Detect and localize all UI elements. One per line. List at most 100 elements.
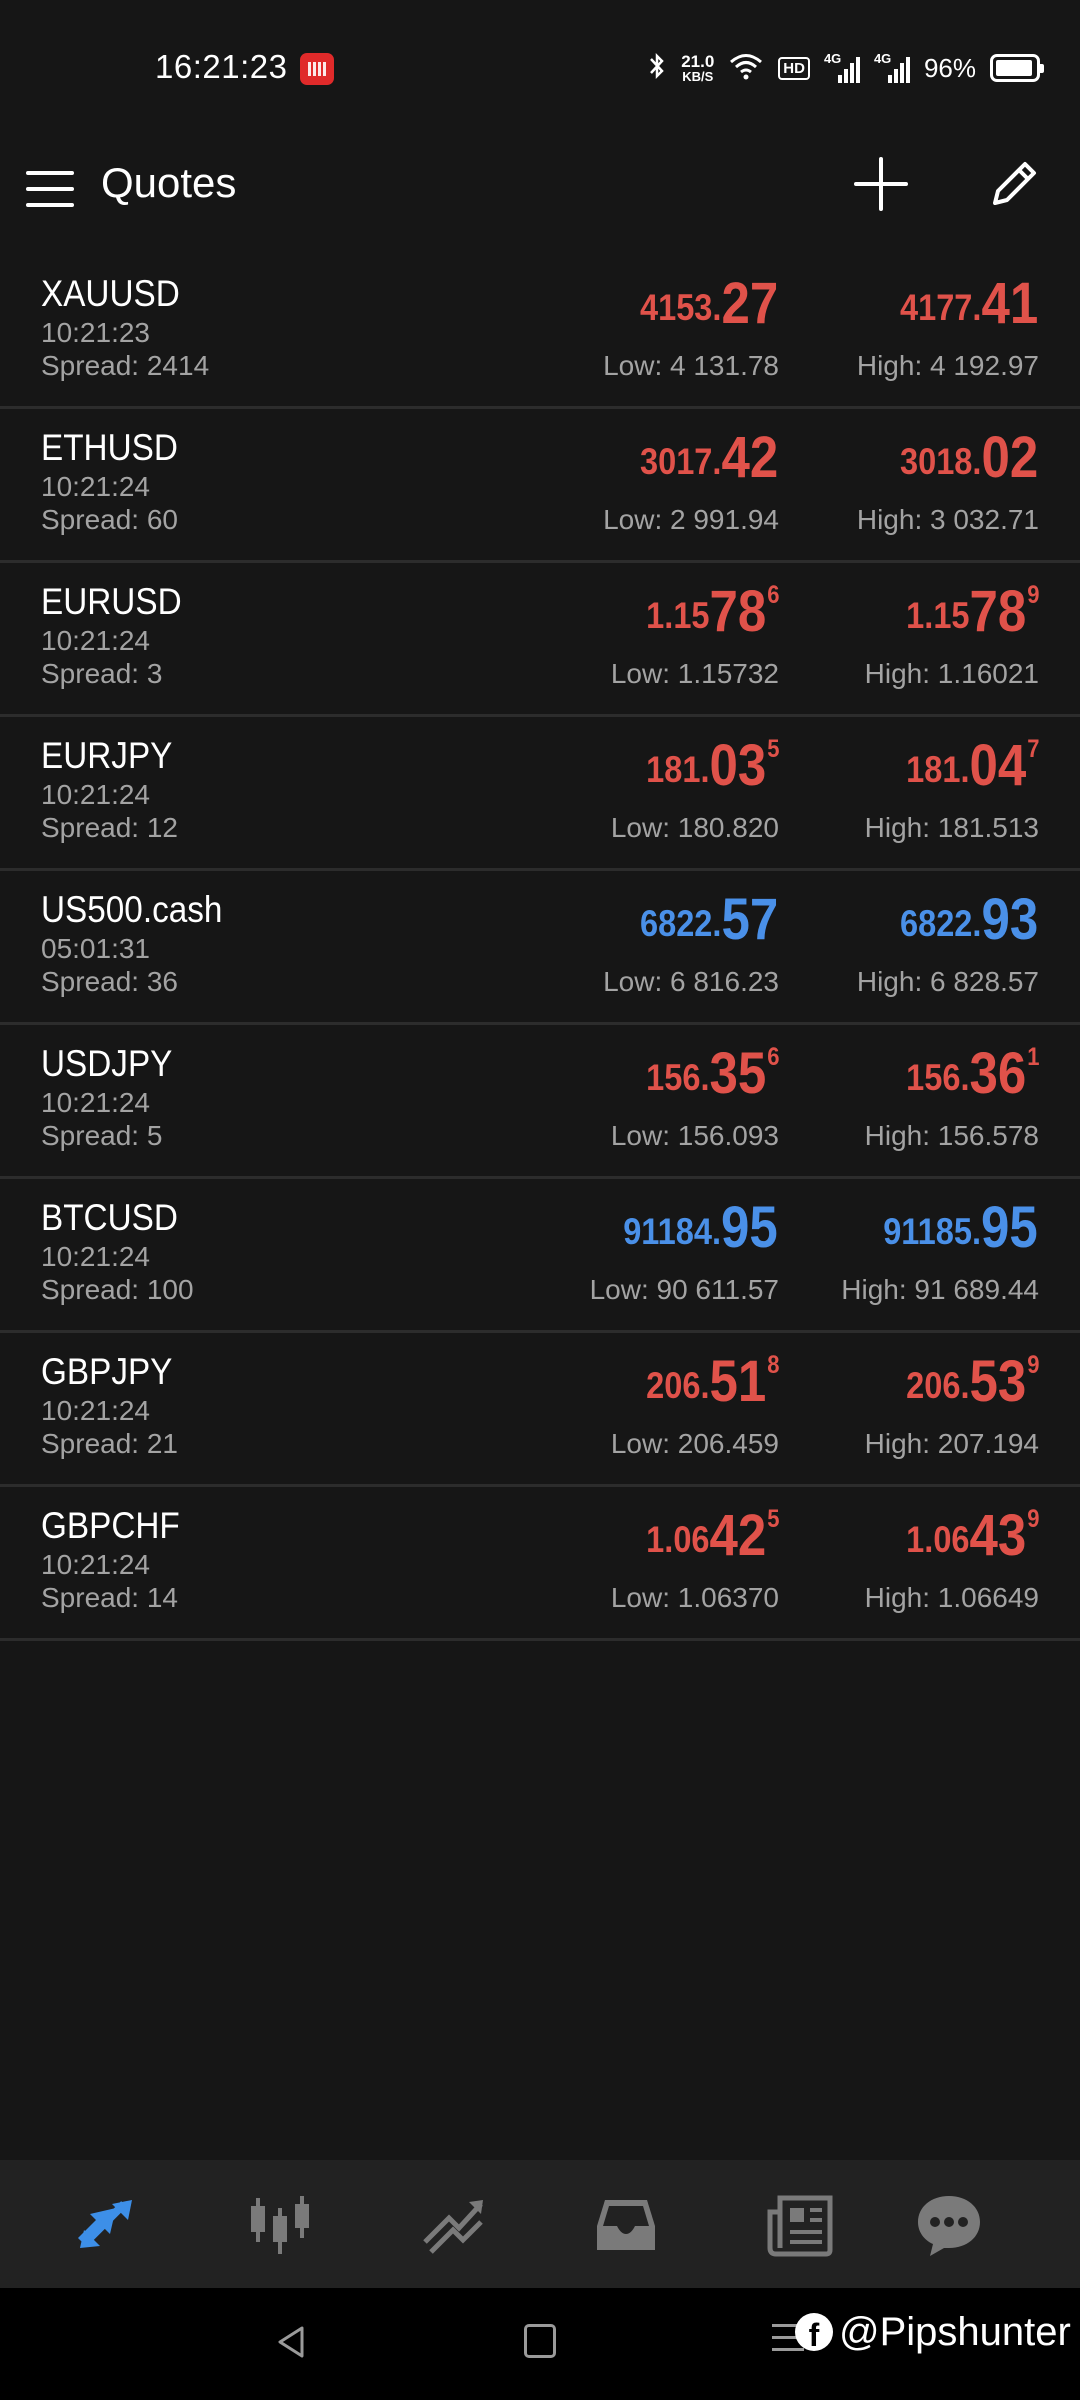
home-icon[interactable] — [524, 2324, 556, 2358]
quote-time: 05:01:31 — [41, 933, 150, 964]
quote-high: High: 181.513 — [864, 812, 1039, 843]
net-speed-value: 21.0 — [681, 52, 715, 71]
quote-symbol: BTCUSD — [41, 1197, 178, 1238]
pencil-icon — [993, 162, 1036, 205]
toolbar: Quotes — [0, 135, 1080, 265]
bluetooth-icon — [647, 51, 667, 86]
bid-price-main: 1.06 — [645, 1519, 710, 1560]
ask-price-fraction: 7 — [1026, 735, 1039, 763]
bid-price: 3017. 42 — [640, 419, 779, 487]
quote-row[interactable]: GBPJPY 10:21:24 Spread: 21 206. 51 8 206… — [0, 1333, 1080, 1487]
system-nav-bar: f @Pipshunter — [0, 2288, 1080, 2400]
bid-price-pips: 95 — [721, 1195, 779, 1260]
ask-price-pips: 95 — [981, 1195, 1039, 1260]
quote-spread: Spread: 12 — [41, 812, 178, 843]
signal-1-label: 4G — [823, 51, 842, 66]
quote-row[interactable]: USDJPY 10:21:24 Spread: 5 156. 35 6 156.… — [0, 1025, 1080, 1179]
bid-price: 4153. 27 — [640, 265, 779, 333]
bid-price-pips: 78 — [709, 579, 766, 644]
quote-high: High: 1.06649 — [864, 1582, 1039, 1613]
ask-price-main: 1.15 — [905, 595, 970, 636]
bid-price: 91184. 95 — [624, 1189, 779, 1257]
net-speed: 21.0 KB/S — [681, 53, 714, 83]
ask-price-pips: 93 — [981, 887, 1039, 952]
quote-time: 10:21:24 — [41, 471, 150, 502]
quote-row[interactable]: XAUUSD 10:21:23 Spread: 2414 4153. 27 41… — [0, 255, 1080, 409]
quote-low: Low: 180.820 — [610, 812, 779, 843]
quote-time: 10:21:24 — [41, 779, 150, 810]
quote-time: 10:21:24 — [41, 1549, 150, 1580]
quote-symbol: XAUUSD — [41, 273, 180, 314]
ask-price-main: 6822. — [899, 903, 982, 944]
bid-price-pips: 42 — [709, 1503, 766, 1568]
quote-row[interactable]: ETHUSD 10:21:24 Spread: 60 3017. 42 3018… — [0, 409, 1080, 563]
quote-low: Low: 2 991.94 — [603, 504, 779, 535]
signal-2-icon: 4G — [874, 51, 910, 83]
quote-low: Low: 90 611.57 — [589, 1274, 779, 1305]
quote-symbol: US500.cash — [41, 889, 223, 930]
quote-high: High: 3 032.71 — [856, 504, 1039, 535]
quote-row[interactable]: US500.cash 05:01:31 Spread: 36 6822. 57 … — [0, 871, 1080, 1025]
ask-price: 1.15 78 9 — [906, 573, 1039, 641]
bid-price-fraction: 6 — [766, 1043, 779, 1071]
menu-icon[interactable] — [26, 165, 74, 213]
ask-price: 206. 53 9 — [906, 1343, 1039, 1411]
ask-price: 4177. 41 — [900, 265, 1039, 333]
recents-icon[interactable] — [772, 2324, 804, 2358]
quote-low: Low: 1.15732 — [610, 658, 779, 689]
quote-low: Low: 1.06370 — [610, 1582, 779, 1613]
ask-price-pips: 41 — [981, 271, 1039, 336]
history-inbox-icon — [597, 2200, 655, 2250]
wifi-icon — [728, 51, 764, 86]
quote-row[interactable]: EURJPY 10:21:24 Spread: 12 181. 03 5 181… — [0, 717, 1080, 871]
bid-price-pips: 03 — [709, 733, 766, 798]
nav-chart[interactable] — [245, 2190, 315, 2260]
bid-price-fraction: 5 — [766, 1505, 779, 1533]
bid-price-pips: 51 — [709, 1349, 766, 1414]
quote-low: Low: 6 816.23 — [603, 966, 779, 997]
ask-price: 6822. 93 — [900, 881, 1039, 949]
bid-price-pips: 27 — [721, 271, 779, 336]
ask-price: 91185. 95 — [884, 1189, 1039, 1257]
quote-time: 10:21:24 — [41, 1241, 150, 1272]
watermark: f @Pipshunter — [795, 2304, 1071, 2360]
nav-history[interactable] — [591, 2190, 661, 2260]
ask-price-fraction: 9 — [1026, 581, 1039, 609]
quote-row[interactable]: BTCUSD 10:21:24 Spread: 100 91184. 95 91… — [0, 1179, 1080, 1333]
ask-price-main: 206. — [905, 1365, 970, 1406]
nav-news[interactable] — [766, 2190, 836, 2260]
quotes-arrows-icon — [78, 2200, 132, 2248]
nav-trade[interactable] — [419, 2190, 489, 2260]
quote-spread: Spread: 14 — [41, 1582, 178, 1613]
ask-price-fraction: 9 — [1026, 1351, 1039, 1379]
quote-time: 10:21:24 — [41, 1087, 150, 1118]
quote-list: XAUUSD 10:21:23 Spread: 2414 4153. 27 41… — [0, 255, 1080, 1641]
quote-row[interactable]: GBPCHF 10:21:24 Spread: 14 1.06 42 5 1.0… — [0, 1487, 1080, 1641]
nav-quotes[interactable] — [72, 2190, 142, 2260]
nav-chat[interactable] — [914, 2190, 984, 2260]
status-bar: 16:21:23 21.0 KB/S HD 4G 4G 96% — [0, 0, 1080, 135]
ask-price: 181. 04 7 — [906, 727, 1039, 795]
ask-price: 156. 36 1 — [906, 1035, 1039, 1103]
ask-price-main: 91185. — [883, 1211, 982, 1252]
bottom-nav — [0, 2160, 1080, 2288]
quote-spread: Spread: 36 — [41, 966, 178, 997]
quote-symbol: GBPCHF — [41, 1505, 180, 1546]
bid-price: 1.06 42 5 — [646, 1497, 779, 1565]
back-icon[interactable] — [272, 2322, 312, 2362]
quote-low: Low: 206.459 — [610, 1428, 779, 1459]
bid-price: 206. 51 8 — [646, 1343, 779, 1411]
add-symbol-button[interactable] — [852, 155, 910, 213]
quote-spread: Spread: 100 — [41, 1274, 194, 1305]
quote-row[interactable]: EURUSD 10:21:24 Spread: 3 1.15 78 6 1.15… — [0, 563, 1080, 717]
net-speed-unit: KB/S — [682, 69, 714, 84]
quote-spread: Spread: 60 — [41, 504, 178, 535]
bid-price-main: 91184. — [623, 1211, 722, 1252]
ask-price-fraction: 1 — [1026, 1043, 1039, 1071]
bid-price-main: 6822. — [639, 903, 722, 944]
quote-spread: Spread: 2414 — [41, 350, 210, 381]
edit-button[interactable] — [985, 155, 1043, 213]
hd-voice-icon: HD — [778, 56, 810, 80]
quote-symbol: EURJPY — [41, 735, 173, 776]
quote-symbol: USDJPY — [41, 1043, 173, 1084]
